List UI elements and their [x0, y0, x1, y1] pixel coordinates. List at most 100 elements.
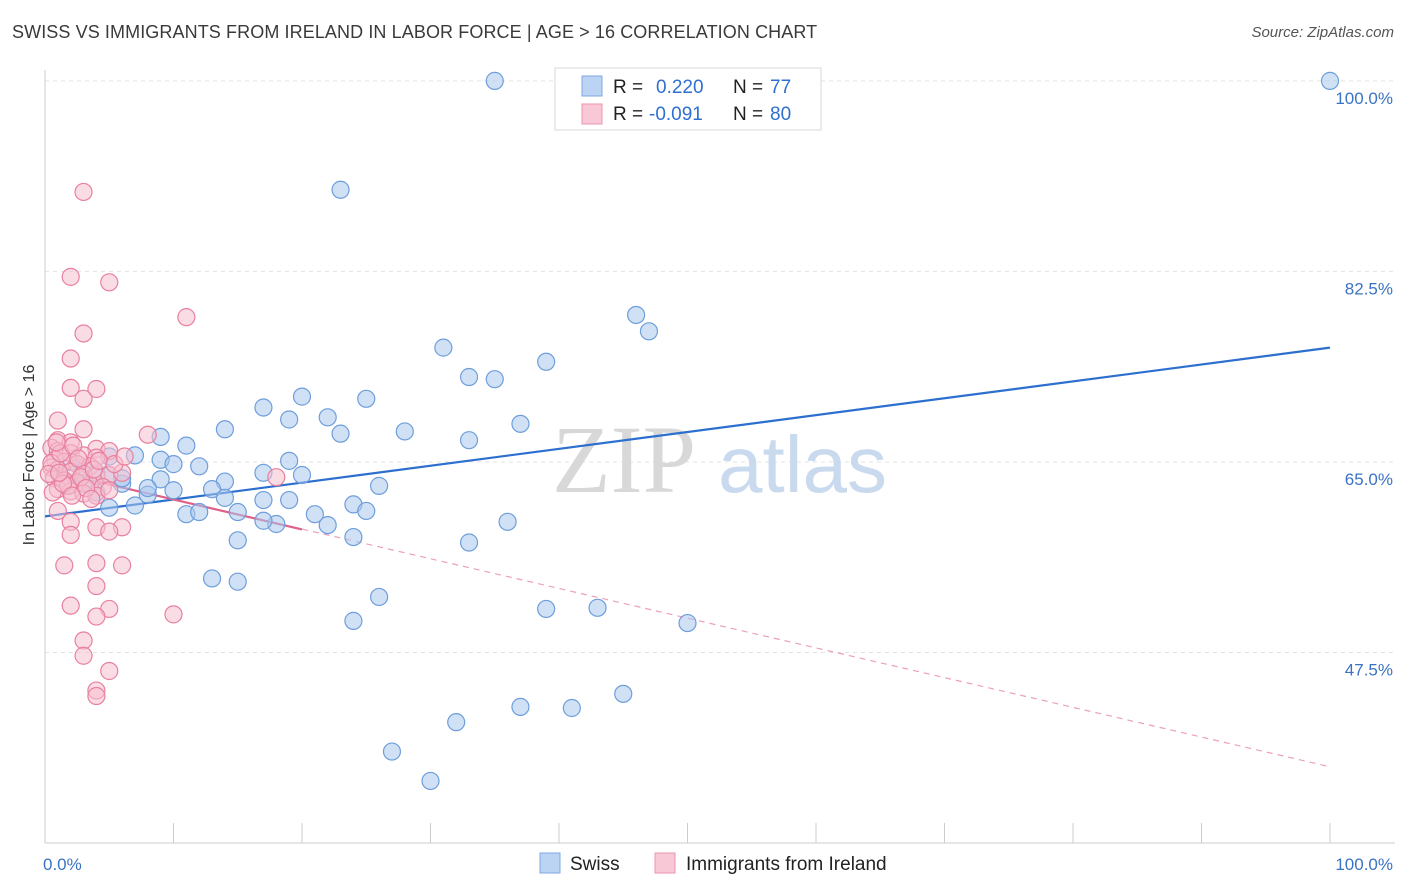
source-label: Source: ZipAtlas.com: [1251, 24, 1394, 41]
swiss-point-25: [164, 455, 183, 474]
axes: [44, 70, 1395, 844]
legend-n-label-ireland: N =: [733, 104, 763, 125]
ireland-point-10: [138, 425, 157, 444]
swiss-point-24: [280, 451, 299, 470]
swiss-point-61: [344, 611, 363, 630]
ireland-point-49: [55, 556, 74, 575]
legend-n-swiss: 77: [770, 77, 791, 98]
swiss-point-54: [459, 533, 479, 552]
swiss-point-5: [434, 338, 453, 357]
ireland-point-6: [61, 378, 80, 398]
swiss-point-26: [190, 457, 209, 476]
swiss-point-33: [164, 481, 183, 500]
ireland-point-1: [61, 267, 80, 286]
swiss-point-16: [459, 431, 479, 450]
legend-label-swiss: Swiss: [570, 854, 620, 875]
swiss-point-30: [151, 470, 170, 489]
legend-swatch-ireland-bottom: [654, 852, 676, 874]
swiss-point-9: [357, 389, 376, 408]
swiss-point-60: [678, 613, 697, 633]
swiss-point-6: [537, 352, 556, 371]
swiss-point-64: [562, 698, 581, 718]
swiss-point-40: [357, 501, 376, 521]
ireland-point-2: [100, 273, 119, 292]
ireland-point-9: [48, 411, 67, 430]
ireland-point-47: [61, 525, 80, 544]
watermark-zip: ZIP: [552, 406, 696, 513]
ireland-point-40: [267, 468, 286, 487]
swiss-point-42: [100, 498, 119, 517]
swiss-point-18: [215, 420, 234, 439]
swiss-point-28: [292, 465, 312, 485]
ireland-point-5: [61, 349, 80, 368]
x-tick-labels: 0.0% 100.0%: [43, 855, 1393, 874]
swiss-point-0: [485, 71, 504, 90]
ireland-point-48: [100, 522, 119, 541]
ireland-point-61: [87, 686, 106, 706]
swiss-point-14: [511, 414, 530, 433]
swiss-point-46: [305, 505, 324, 524]
swiss-point-52: [344, 527, 363, 547]
ireland-point-0: [74, 182, 93, 202]
swiss-point-72: [138, 478, 157, 498]
swiss-point-11: [280, 410, 299, 429]
swiss-point-44: [190, 502, 209, 522]
swiss-point-2: [331, 180, 350, 199]
legend-n-label-swiss: N =: [733, 77, 763, 98]
swiss-point-63: [511, 697, 530, 717]
swiss-point-56: [228, 572, 247, 591]
swiss-point-38: [254, 490, 273, 510]
swiss-point-17: [331, 424, 350, 443]
swiss-point-4: [639, 322, 659, 341]
series-legend: Swiss Immigrants from Ireland: [539, 852, 887, 875]
swiss-point-7: [459, 367, 479, 387]
watermark: ZIP atlas: [552, 406, 887, 513]
swiss-point-48: [318, 515, 337, 535]
ireland-point-77: [82, 489, 101, 509]
y-tick-label-1: 65.0%: [1345, 470, 1393, 489]
swiss-point-10: [254, 398, 273, 417]
y-axis-title: In Labor Force | Age > 16: [21, 365, 38, 546]
legend-swatch-swiss-bottom: [539, 852, 561, 874]
ireland-point-8: [74, 389, 93, 408]
ireland-point-59: [100, 661, 119, 681]
swiss-point-53: [228, 531, 247, 550]
swiss-point-36: [215, 488, 234, 507]
ireland-point-74: [89, 451, 109, 470]
swiss-point-62: [614, 684, 633, 703]
legend-r-swiss: 0.220: [656, 77, 704, 98]
swiss-trend-line: [44, 346, 1331, 518]
swiss-point-8: [485, 370, 504, 389]
swiss-point-15: [395, 422, 414, 441]
watermark-atlas: atlas: [718, 420, 887, 509]
swiss-point-66: [382, 742, 402, 761]
swiss-point-65: [447, 713, 466, 732]
swiss-point-55: [202, 569, 222, 588]
swiss-point-57: [370, 587, 389, 607]
legend-r-ireland: -0.091: [649, 104, 703, 125]
swiss-point-32: [202, 480, 222, 499]
ireland-point-56: [87, 607, 106, 626]
y-tick-label-3: 100.0%: [1335, 89, 1393, 108]
legend-swatch-swiss: [581, 75, 603, 97]
swiss-point-13: [292, 387, 312, 406]
ireland-point-76: [115, 447, 134, 466]
swiss-point-3: [626, 305, 646, 325]
ireland-point-7: [87, 379, 106, 399]
legend-swatch-ireland: [581, 103, 603, 125]
ireland-point-57: [74, 631, 93, 650]
ireland-point-50: [112, 556, 132, 575]
ireland-point-58: [74, 646, 93, 665]
swiss-point-20: [177, 436, 196, 455]
x-tick-label-0: 0.0%: [43, 855, 82, 874]
swiss-point-51: [498, 512, 517, 531]
ireland-point-79: [50, 463, 69, 482]
ireland-point-41: [100, 481, 119, 500]
legend-n-ireland: 80: [770, 104, 791, 125]
ireland-point-53: [61, 596, 80, 615]
legend-r-label-swiss: R =: [613, 77, 643, 98]
y-tick-label-2: 82.5%: [1345, 279, 1393, 298]
swiss-point-41: [125, 496, 145, 515]
swiss-point-58: [537, 599, 556, 619]
